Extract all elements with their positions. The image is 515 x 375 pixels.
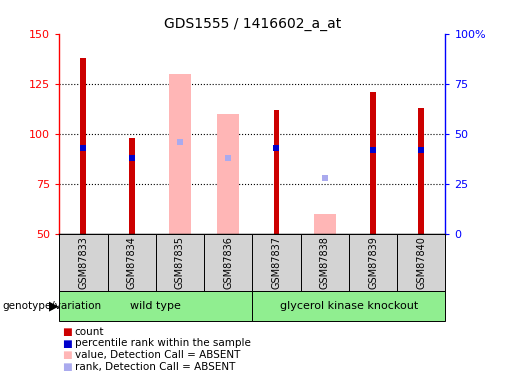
Text: ■: ■: [62, 350, 72, 360]
Text: GSM87840: GSM87840: [416, 236, 426, 289]
Text: value, Detection Call = ABSENT: value, Detection Call = ABSENT: [75, 350, 240, 360]
Text: genotype/variation: genotype/variation: [3, 301, 101, 310]
Bar: [314, 214, 336, 234]
Text: ▶: ▶: [49, 299, 58, 312]
Bar: [129, 138, 134, 234]
Bar: [301, 234, 349, 291]
Text: ■: ■: [62, 327, 72, 337]
Bar: [59, 234, 108, 291]
Bar: [418, 108, 424, 234]
Text: GSM87837: GSM87837: [271, 236, 282, 289]
Text: wild type: wild type: [130, 301, 181, 310]
Bar: [370, 92, 376, 234]
Text: GSM87838: GSM87838: [320, 236, 330, 289]
Bar: [108, 234, 156, 291]
Bar: [204, 234, 252, 291]
Text: GSM87836: GSM87836: [223, 236, 233, 289]
Text: GSM87834: GSM87834: [127, 236, 136, 289]
Text: glycerol kinase knockout: glycerol kinase knockout: [280, 301, 418, 310]
Title: GDS1555 / 1416602_a_at: GDS1555 / 1416602_a_at: [164, 17, 341, 32]
Bar: [273, 110, 280, 234]
Text: GSM87833: GSM87833: [78, 236, 89, 289]
Bar: [59, 291, 252, 321]
Bar: [80, 58, 87, 234]
Bar: [349, 234, 397, 291]
Bar: [252, 234, 301, 291]
Text: GSM87839: GSM87839: [368, 236, 378, 289]
Bar: [217, 114, 239, 234]
Text: count: count: [75, 327, 104, 337]
Text: ■: ■: [62, 339, 72, 348]
Text: ■: ■: [62, 362, 72, 372]
Bar: [397, 234, 445, 291]
Bar: [252, 291, 445, 321]
Text: GSM87835: GSM87835: [175, 236, 185, 289]
Text: rank, Detection Call = ABSENT: rank, Detection Call = ABSENT: [75, 362, 235, 372]
Bar: [169, 74, 191, 234]
Bar: [156, 234, 204, 291]
Text: percentile rank within the sample: percentile rank within the sample: [75, 339, 251, 348]
